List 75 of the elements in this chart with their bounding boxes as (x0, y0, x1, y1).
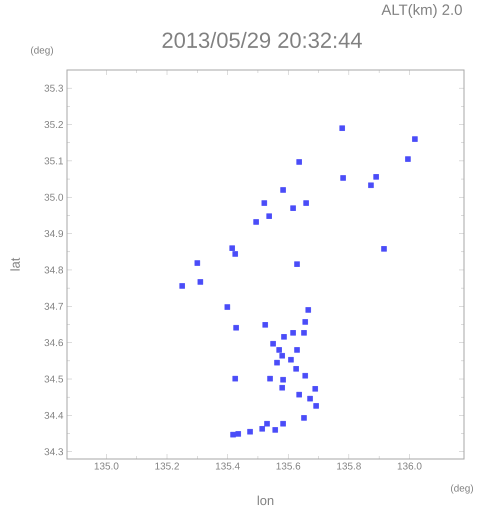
y-tick-label: 35.0 (44, 194, 64, 201)
y-tick-label: 34.6 (44, 339, 64, 346)
text: (deg) (30, 46, 54, 56)
point (412, 136, 418, 142)
chart-subtitle: ALT(km) 2.0 (381, 4, 462, 18)
y-tick-label: 34.5 (44, 375, 64, 383)
point (280, 376, 286, 383)
y-tick-label: 34.8 (44, 266, 64, 274)
point (266, 213, 272, 219)
point (279, 352, 285, 359)
x-tick-label: 135.8 (337, 462, 361, 470)
x-tick-label: 135.2 (155, 462, 179, 470)
point (307, 396, 313, 402)
y-tick-label: 34.7 (44, 302, 63, 310)
point (290, 330, 296, 336)
point (340, 175, 346, 181)
point (279, 384, 285, 391)
point (253, 219, 259, 225)
point (259, 426, 265, 432)
point (294, 261, 300, 267)
point (313, 403, 319, 409)
point (198, 279, 204, 285)
point (261, 200, 268, 206)
point (262, 322, 268, 328)
x-axis-title: lon (258, 496, 274, 506)
point (267, 376, 273, 382)
point (293, 366, 299, 372)
point (312, 386, 318, 392)
point (232, 376, 238, 382)
y-tick-label: 35.3 (44, 84, 64, 92)
point (294, 347, 300, 353)
point (264, 420, 270, 427)
point (224, 304, 230, 310)
point (230, 432, 236, 438)
point (368, 182, 374, 188)
point (381, 246, 387, 252)
point (276, 347, 282, 353)
y-tick-label: 34.3 (44, 448, 64, 456)
point (303, 200, 309, 206)
point (280, 187, 286, 193)
y-tick-label: 35.2 (44, 121, 63, 128)
y-tick-label: 34.9 (44, 230, 64, 238)
x-tick-label: 135.6 (276, 462, 300, 470)
point (301, 415, 307, 421)
point (232, 251, 238, 257)
point (229, 245, 235, 251)
text: (deg) (451, 484, 474, 494)
point (405, 156, 411, 162)
point (339, 125, 345, 131)
y-tick-label: 35.1 (44, 157, 63, 164)
point (288, 356, 294, 363)
x-tick-label: 135.4 (216, 462, 240, 470)
x-tick-label: 136.0 (398, 462, 422, 470)
point (194, 260, 200, 266)
point (179, 283, 185, 289)
point (302, 372, 308, 379)
point (281, 334, 287, 340)
point (305, 307, 312, 313)
y-axis-title: lat (10, 258, 20, 270)
x-tick-label: 135.0 (94, 462, 118, 470)
point (301, 330, 307, 336)
point (235, 431, 242, 437)
point (296, 159, 302, 165)
point (274, 360, 280, 366)
point (270, 340, 276, 347)
chart-title: 2013/05/29 20:32:44 (162, 32, 362, 48)
point (373, 174, 379, 180)
point (247, 428, 253, 435)
y-tick-label: 34.4 (44, 412, 64, 419)
point (296, 392, 302, 398)
point (302, 319, 308, 325)
point (272, 427, 278, 433)
point (280, 420, 286, 427)
point (233, 324, 239, 331)
point (290, 205, 296, 211)
